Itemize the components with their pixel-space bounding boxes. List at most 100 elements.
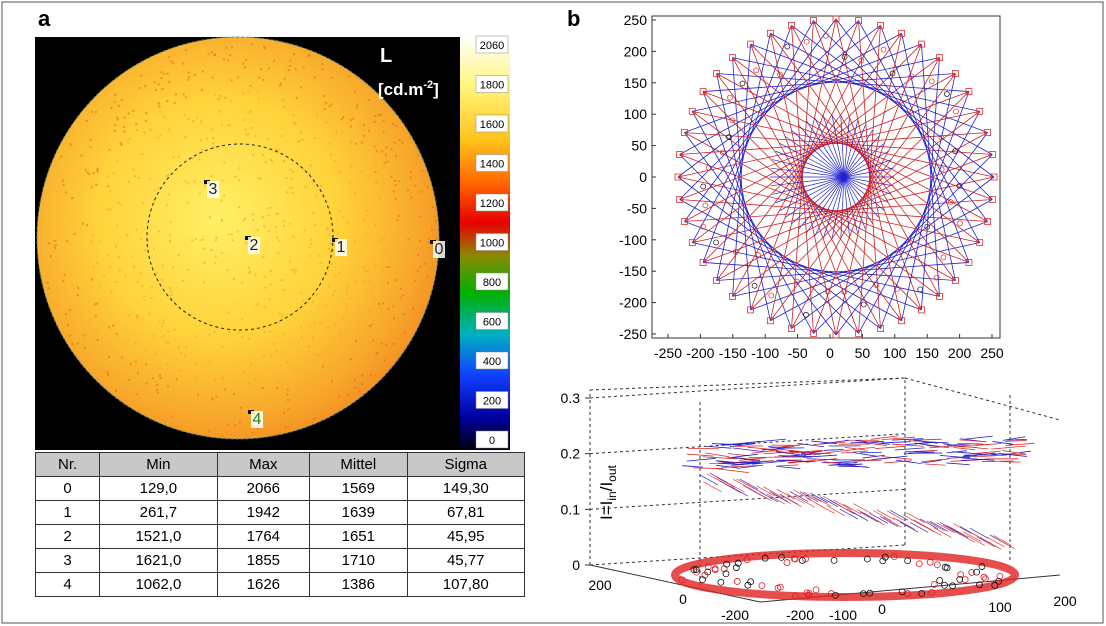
z-tick-label: 0.2 [561,446,581,462]
sample-marker [788,325,795,332]
sample-marker [676,196,684,203]
stream-line [752,460,787,465]
speckle [409,170,412,173]
stream-line [852,452,878,457]
speckle [420,190,423,193]
trajectory [691,20,814,243]
stream-line [731,457,760,461]
base-point [704,563,712,571]
base-point [890,553,898,561]
table-cell: 4 [34,572,101,597]
speckle [227,233,230,236]
speckle [427,241,430,244]
stream-line [709,472,729,484]
speckle [397,215,400,218]
center-ray [779,143,845,178]
speckle [199,192,202,195]
sample-marker [855,17,862,25]
speckle [333,290,336,293]
speckle [302,66,305,69]
speckle [426,186,429,189]
speckle [95,183,98,186]
x-tick-label: -50 [787,345,807,361]
stream-line [976,536,995,548]
speckle [157,136,160,139]
table-row: 1 261,7 1942 1639 67,81 [34,500,525,525]
base-point [898,588,906,596]
stream-line [862,454,886,459]
trajectory [880,25,970,263]
speckle [92,265,95,268]
region-label: 4 [253,411,262,428]
stream-line [957,442,984,445]
speckle [263,45,266,48]
speckle [295,97,298,100]
table-cell: 1855 [216,548,311,573]
speckle [85,119,88,122]
label-sub: out [605,464,619,481]
y-tick-label: 0 [639,169,647,185]
speckle [62,183,65,186]
speckle [135,315,138,318]
speckle [175,378,178,381]
stream-line [778,455,813,457]
table-cell: 0 [34,476,101,501]
speckle [157,187,160,190]
stream-line [946,462,970,466]
stream-line [909,521,929,533]
stream-line [923,525,942,536]
speckle [49,255,52,258]
center-ray [843,124,866,178]
speckle [250,127,253,130]
base-point [832,591,839,599]
stream-line [974,450,1001,454]
z-tick-label: 0 [572,557,580,573]
stream-line [681,465,704,468]
stream-line [844,446,865,451]
stream-line [873,510,892,521]
speckle [331,380,334,383]
sample-point [917,286,924,293]
speckle [224,388,227,391]
sample-marker [976,107,984,115]
speckle [270,354,273,357]
stream-line [919,518,939,530]
colorbar-label-box [475,391,509,409]
trajectory [813,20,993,200]
table-cell: 1569 [309,476,408,501]
sample-point [889,70,896,77]
center-ray [772,176,845,195]
speckle [263,275,266,278]
speckle [414,184,417,187]
trajectory [770,32,993,155]
speckle [300,131,303,134]
x-tick-label: 100 [883,345,907,361]
center-ray [784,176,845,218]
speckle [282,288,285,291]
unit: [cd.m [378,80,423,99]
speckle [114,93,117,96]
speckle [434,220,437,223]
speckle [146,239,149,242]
colorbar-label-box [475,154,509,172]
speckle [368,325,371,328]
speckle [230,99,233,102]
speckle [98,285,101,288]
stream-line [733,479,752,490]
speckle [76,342,79,345]
speckle [263,47,266,50]
speckle [392,343,395,346]
speckle [282,160,285,163]
speckle [410,196,413,199]
speckle [404,331,407,334]
speckle [416,270,419,273]
stream-line [836,503,855,515]
base-point [790,555,798,563]
base-point [968,569,976,576]
speckle [417,154,420,157]
speckle [338,170,341,173]
speckle [135,228,138,231]
speckle [116,224,119,227]
speckle [173,101,176,104]
stream-line [906,512,925,524]
